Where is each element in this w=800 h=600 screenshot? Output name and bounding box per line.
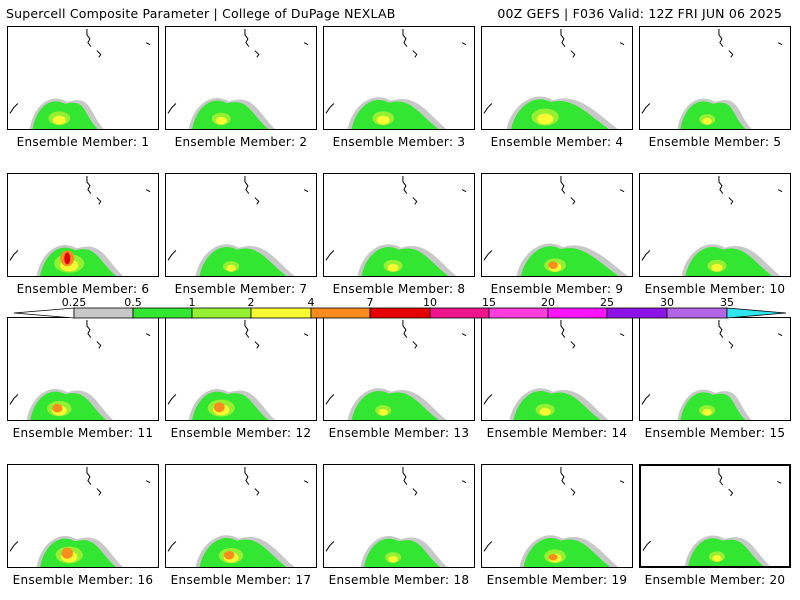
scp-map — [483, 319, 625, 420]
ensemble-member-label: Ensemble Member: 2 — [174, 135, 308, 149]
ensemble-map-panel[interactable] — [323, 317, 475, 421]
ensemble-member-label: Ensemble Member: 1 — [16, 135, 150, 149]
ensemble-member-label: Ensemble Member: 16 — [12, 573, 154, 587]
scp-map — [483, 28, 625, 129]
scp-map — [9, 319, 151, 420]
colorbar-tick-label: 25 — [600, 296, 614, 309]
scp-map — [483, 175, 628, 276]
ensemble-map-panel[interactable] — [639, 317, 791, 421]
scp-map — [167, 466, 309, 567]
colorbar-over-arrow — [726, 307, 787, 319]
ensemble-member-label: Ensemble Member: 19 — [486, 573, 628, 587]
scp-map — [642, 467, 782, 566]
ensemble-member-label: Ensemble Member: 15 — [644, 426, 786, 440]
ensemble-member-label: Ensemble Member: 13 — [328, 426, 470, 440]
ensemble-map-panel[interactable] — [639, 26, 791, 130]
ensemble-member-label: Ensemble Member: 17 — [170, 573, 312, 587]
ensemble-map-panel[interactable] — [323, 173, 475, 277]
colorbar-tick-label: 30 — [660, 296, 674, 309]
scp-map — [9, 466, 151, 567]
ensemble-member-label: Ensemble Member: 3 — [332, 135, 466, 149]
scp-map — [167, 319, 309, 420]
colorbar-tick-label: 15 — [482, 296, 496, 309]
page-title: Supercell Composite Parameter | College … — [6, 6, 396, 21]
scp-map — [325, 319, 467, 420]
run-info: 00Z GEFS | F036 Valid: 12Z FRI JUN 06 20… — [497, 6, 782, 21]
ensemble-map-panel[interactable] — [481, 317, 633, 421]
ensemble-member-label: Ensemble Member: 5 — [648, 135, 782, 149]
colorbar-tick-label: 10 — [423, 296, 437, 309]
colorbar-tick-label: 7 — [366, 296, 374, 309]
ensemble-member-label: Ensemble Member: 14 — [486, 426, 628, 440]
scp-map — [641, 319, 783, 420]
ensemble-map-panel[interactable] — [7, 317, 159, 421]
colorbar-swatch — [547, 307, 608, 319]
colorbar-under-arrow — [13, 307, 75, 319]
ensemble-member-label: Ensemble Member: 9 — [490, 282, 624, 296]
ensemble-map-panel[interactable] — [165, 317, 317, 421]
scp-map — [167, 28, 309, 129]
colorbar-tick-label: 1 — [188, 296, 196, 309]
colorbar-tick-label: 0.25 — [61, 296, 87, 309]
colorbar-swatch — [73, 307, 134, 319]
ensemble-member-label: Ensemble Member: 7 — [174, 282, 308, 296]
scp-map — [325, 28, 467, 129]
ensemble-map-panel[interactable] — [7, 464, 159, 568]
scp-map — [325, 466, 467, 567]
colorbar-legend: 0.25 0.5 1 2 4 7 10 15 20 25 30 35 — [0, 296, 800, 322]
ensemble-map-panel[interactable] — [165, 173, 317, 277]
scp-map — [325, 175, 467, 276]
colorbar-graphic — [13, 307, 787, 319]
scp-map — [641, 175, 783, 276]
ensemble-map-panel[interactable] — [639, 173, 791, 277]
scp-map — [9, 175, 151, 276]
ensemble-member-label: Ensemble Member: 12 — [170, 426, 312, 440]
colorbar-swatch — [488, 307, 549, 319]
ensemble-member-label: Ensemble Member: 10 — [644, 282, 786, 296]
scp-map — [167, 175, 309, 276]
ensemble-member-label: Ensemble Member: 8 — [332, 282, 466, 296]
ensemble-map-panel[interactable] — [481, 464, 633, 568]
ensemble-map-panel[interactable] — [7, 173, 159, 277]
ensemble-map-panel[interactable] — [481, 26, 633, 130]
ensemble-map-panel[interactable] — [639, 464, 791, 568]
ensemble-member-label: Ensemble Member: 18 — [328, 573, 470, 587]
ensemble-map-panel[interactable] — [7, 26, 159, 130]
ensemble-member-label: Ensemble Member: 6 — [16, 282, 150, 296]
colorbar-tick-label: 35 — [720, 296, 734, 309]
ensemble-map-panel[interactable] — [323, 26, 475, 130]
colorbar-swatch — [310, 307, 371, 319]
colorbar-tick-label: 20 — [541, 296, 555, 309]
ensemble-member-label: Ensemble Member: 20 — [644, 573, 786, 587]
colorbar-tick-label: 0.5 — [124, 296, 142, 309]
colorbar-swatch — [429, 307, 490, 319]
scp-map — [641, 28, 783, 129]
colorbar-swatch — [132, 307, 193, 319]
colorbar-swatch — [250, 307, 312, 319]
colorbar-swatch — [369, 307, 431, 319]
ensemble-map-panel[interactable] — [165, 464, 317, 568]
colorbar-tick-label: 2 — [247, 296, 255, 309]
ensemble-member-label: Ensemble Member: 11 — [12, 426, 154, 440]
colorbar-swatch — [666, 307, 728, 319]
scp-map — [9, 28, 151, 129]
colorbar-swatch — [606, 307, 668, 319]
ensemble-map-panel[interactable] — [323, 464, 475, 568]
colorbar-swatch — [191, 307, 252, 319]
ensemble-member-label: Ensemble Member: 4 — [490, 135, 624, 149]
ensemble-map-panel[interactable] — [165, 26, 317, 130]
colorbar-tick-label: 4 — [307, 296, 315, 309]
scp-map — [483, 466, 625, 567]
ensemble-map-panel[interactable] — [481, 173, 633, 277]
